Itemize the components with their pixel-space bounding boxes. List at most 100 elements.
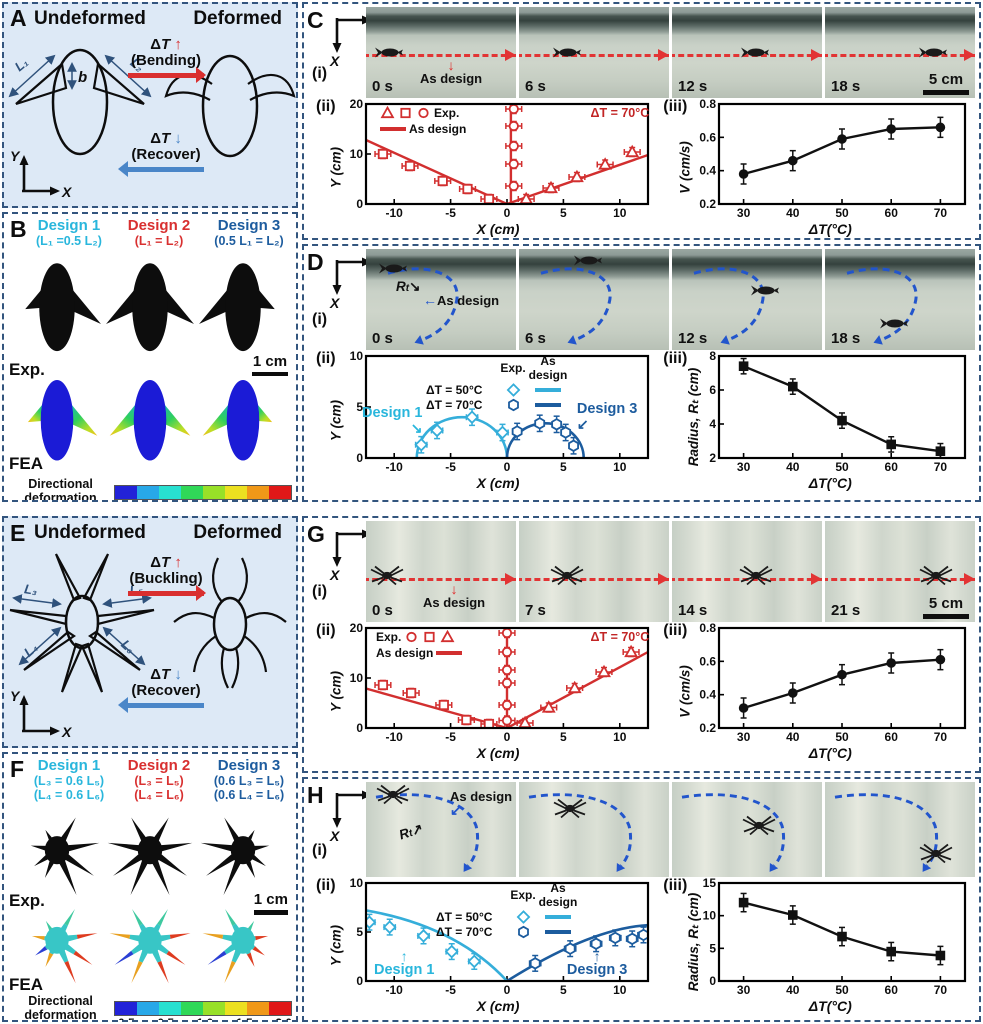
panel-h-gutter: H YX (i) — [304, 782, 385, 877]
panel-label-g: G — [307, 521, 325, 547]
design-headers: Design 1 (L₃ = 0.6 L₅) (L₄ = 0.6 L₆) Des… — [4, 754, 296, 803]
experiment-row: Exp. 1 cm — [4, 248, 296, 379]
l4-dimension-arrow — [18, 626, 62, 666]
line-swatch-icon — [436, 651, 463, 655]
fea-spider-design2 — [106, 899, 194, 992]
l6-dimension-arrow — [102, 626, 146, 666]
panel-c-gutter: C YX (i) — [304, 7, 385, 98]
schematic-titles: Undeformed Deformed — [4, 4, 296, 30]
svg-text:0: 0 — [504, 460, 511, 474]
photo-frame-21s: 21 s 5 cm — [825, 521, 975, 622]
bending-arrow-icon — [128, 67, 206, 84]
radius-callout: Rt↘ — [396, 279, 421, 295]
fea-fish-design3 — [200, 366, 286, 481]
svg-text:X: X — [329, 53, 341, 67]
svg-text:8: 8 — [710, 350, 717, 363]
svg-text:X: X — [329, 567, 341, 581]
photo-frame-2 — [519, 782, 669, 877]
svg-text:X: X — [329, 295, 341, 309]
svg-text:10: 10 — [350, 877, 364, 890]
sub-i-label: (i) — [312, 311, 328, 328]
chart-h-iii: (iii) Radius, Rₜ (cm) 30 40 50 60 70 0 5 10 15 Δ… — [663, 877, 979, 1014]
colorbar-scale: -0.50.51.01.52.0 — [114, 1000, 292, 1020]
turning-trajectory — [375, 793, 480, 872]
trajectory-arrow-icon — [505, 572, 516, 585]
design-1-annotation: Design 1 ↘ — [362, 405, 423, 436]
b-label: b — [78, 69, 87, 86]
svg-text:30: 30 — [737, 730, 751, 744]
fish-robot — [374, 46, 404, 64]
trajectory-arrow-icon — [658, 49, 669, 62]
down-arrow-icon: ↓ — [174, 130, 182, 147]
panel-c-charts: (ii) Y (cm) -10 -5 0 5 10 0 10 20 X (cm) Exp. A… — [304, 98, 979, 237]
photo-sequence: Rt↗ As design ↙ — [366, 782, 975, 877]
deformed-title: Deformed — [193, 522, 282, 543]
up-arrow-icon: ↑ — [400, 948, 408, 964]
buckling-arrow-icon — [128, 585, 206, 602]
panel-label-d: D — [307, 249, 324, 275]
trajectory-arrow-icon — [505, 49, 516, 62]
svg-text:15: 15 — [703, 877, 717, 890]
design-3-header: Design 3 (0.6 L₃ = L₅) (0.6 L₄ = L₆) — [213, 757, 285, 803]
buckling-label: (Buckling) — [129, 570, 203, 587]
delta-t-recover: ΔT ↓ — [150, 130, 182, 147]
fea-fish-design2 — [107, 366, 193, 481]
svg-text:0.6: 0.6 — [700, 130, 717, 144]
circle-marker-icon — [406, 631, 417, 643]
bending-annotation: ΔT ↑ (Bending) — [116, 36, 216, 84]
design-2-header: Design 2 (L₃ = L₅) (L₄ = L₆) — [127, 757, 191, 803]
fea-spider-design1 — [13, 899, 101, 992]
design-2-header: Design 2 (L₁ = L₂) — [127, 217, 191, 248]
trajectory-arrow-icon — [811, 572, 822, 585]
fish-robot — [879, 317, 909, 335]
svg-text:0.6: 0.6 — [700, 654, 717, 668]
svg-text:X: X — [329, 828, 341, 842]
panel-h-charts: (ii) Y (cm) -10 -5 0 5 10 0 5 10 X (cm) Exp. As … — [304, 877, 979, 1014]
deformed-right-fin — [247, 74, 296, 101]
l1-label: L₁ — [12, 55, 31, 75]
design-1-header: Design 1 (L₃ = 0.6 L₅) (L₄ = 0.6 L₆) — [33, 757, 105, 803]
recover-label: (Recover) — [131, 146, 201, 163]
panel-label-h: H — [307, 782, 324, 808]
colorbar-cells — [114, 1000, 292, 1016]
svg-text:0: 0 — [504, 206, 511, 220]
svg-text:-5: -5 — [445, 460, 456, 474]
l3-label: L₃ — [23, 581, 38, 598]
photo-frame-7s: 7 s — [519, 521, 669, 622]
chart-h-ii: (ii) Y (cm) -10 -5 0 5 10 0 5 10 X (cm) Exp. As … — [316, 877, 663, 1014]
svg-text:5: 5 — [356, 400, 363, 414]
spider-silhouette-design3 — [197, 807, 289, 904]
trajectory-arrow-icon — [414, 335, 424, 345]
spider-silhouette-design1 — [11, 807, 103, 904]
hexagon-marker-icon — [507, 398, 519, 412]
svg-text:Y: Y — [10, 148, 21, 164]
svg-text:10: 10 — [350, 671, 364, 685]
colorbar-ticks: -0.50.51.01.52.0 — [114, 1016, 292, 1020]
scale-bar-1cm: 1 cm — [253, 891, 288, 915]
l1-dimension-arrow — [8, 54, 56, 98]
square-marker-icon — [424, 631, 435, 643]
deformed-spider — [173, 557, 287, 689]
fish-robot — [740, 46, 770, 64]
fish-robot — [573, 254, 603, 272]
fish-silhouette-design3 — [199, 248, 286, 373]
svg-text:-5: -5 — [445, 730, 456, 744]
recover-annotation: ΔT ↓ (Recover) — [116, 130, 216, 178]
trajectory-arrow-icon — [964, 49, 975, 62]
photo-sequence: ↓ As design 0 s 6 s 12 s 18 s 5 cm — [366, 7, 975, 98]
svg-text:0: 0 — [356, 974, 363, 988]
chart-d-ii: (ii) Y (cm) -10 -5 0 5 10 0 5 10 X (cm) Exp. As … — [316, 350, 663, 491]
svg-text:5: 5 — [356, 925, 363, 939]
sub-i-label: (i) — [312, 65, 328, 82]
svg-text:70: 70 — [934, 730, 948, 744]
up-arrow-icon: ↑ — [593, 948, 601, 964]
svg-text:5: 5 — [560, 206, 567, 220]
spider-robot — [375, 784, 411, 810]
turning-trajectory — [387, 267, 459, 345]
svg-text:X: X — [61, 184, 72, 199]
blue-left-arrow-icon: ← — [423, 292, 437, 309]
deformed-title: Deformed — [193, 8, 282, 29]
svg-text:2: 2 — [710, 451, 717, 465]
